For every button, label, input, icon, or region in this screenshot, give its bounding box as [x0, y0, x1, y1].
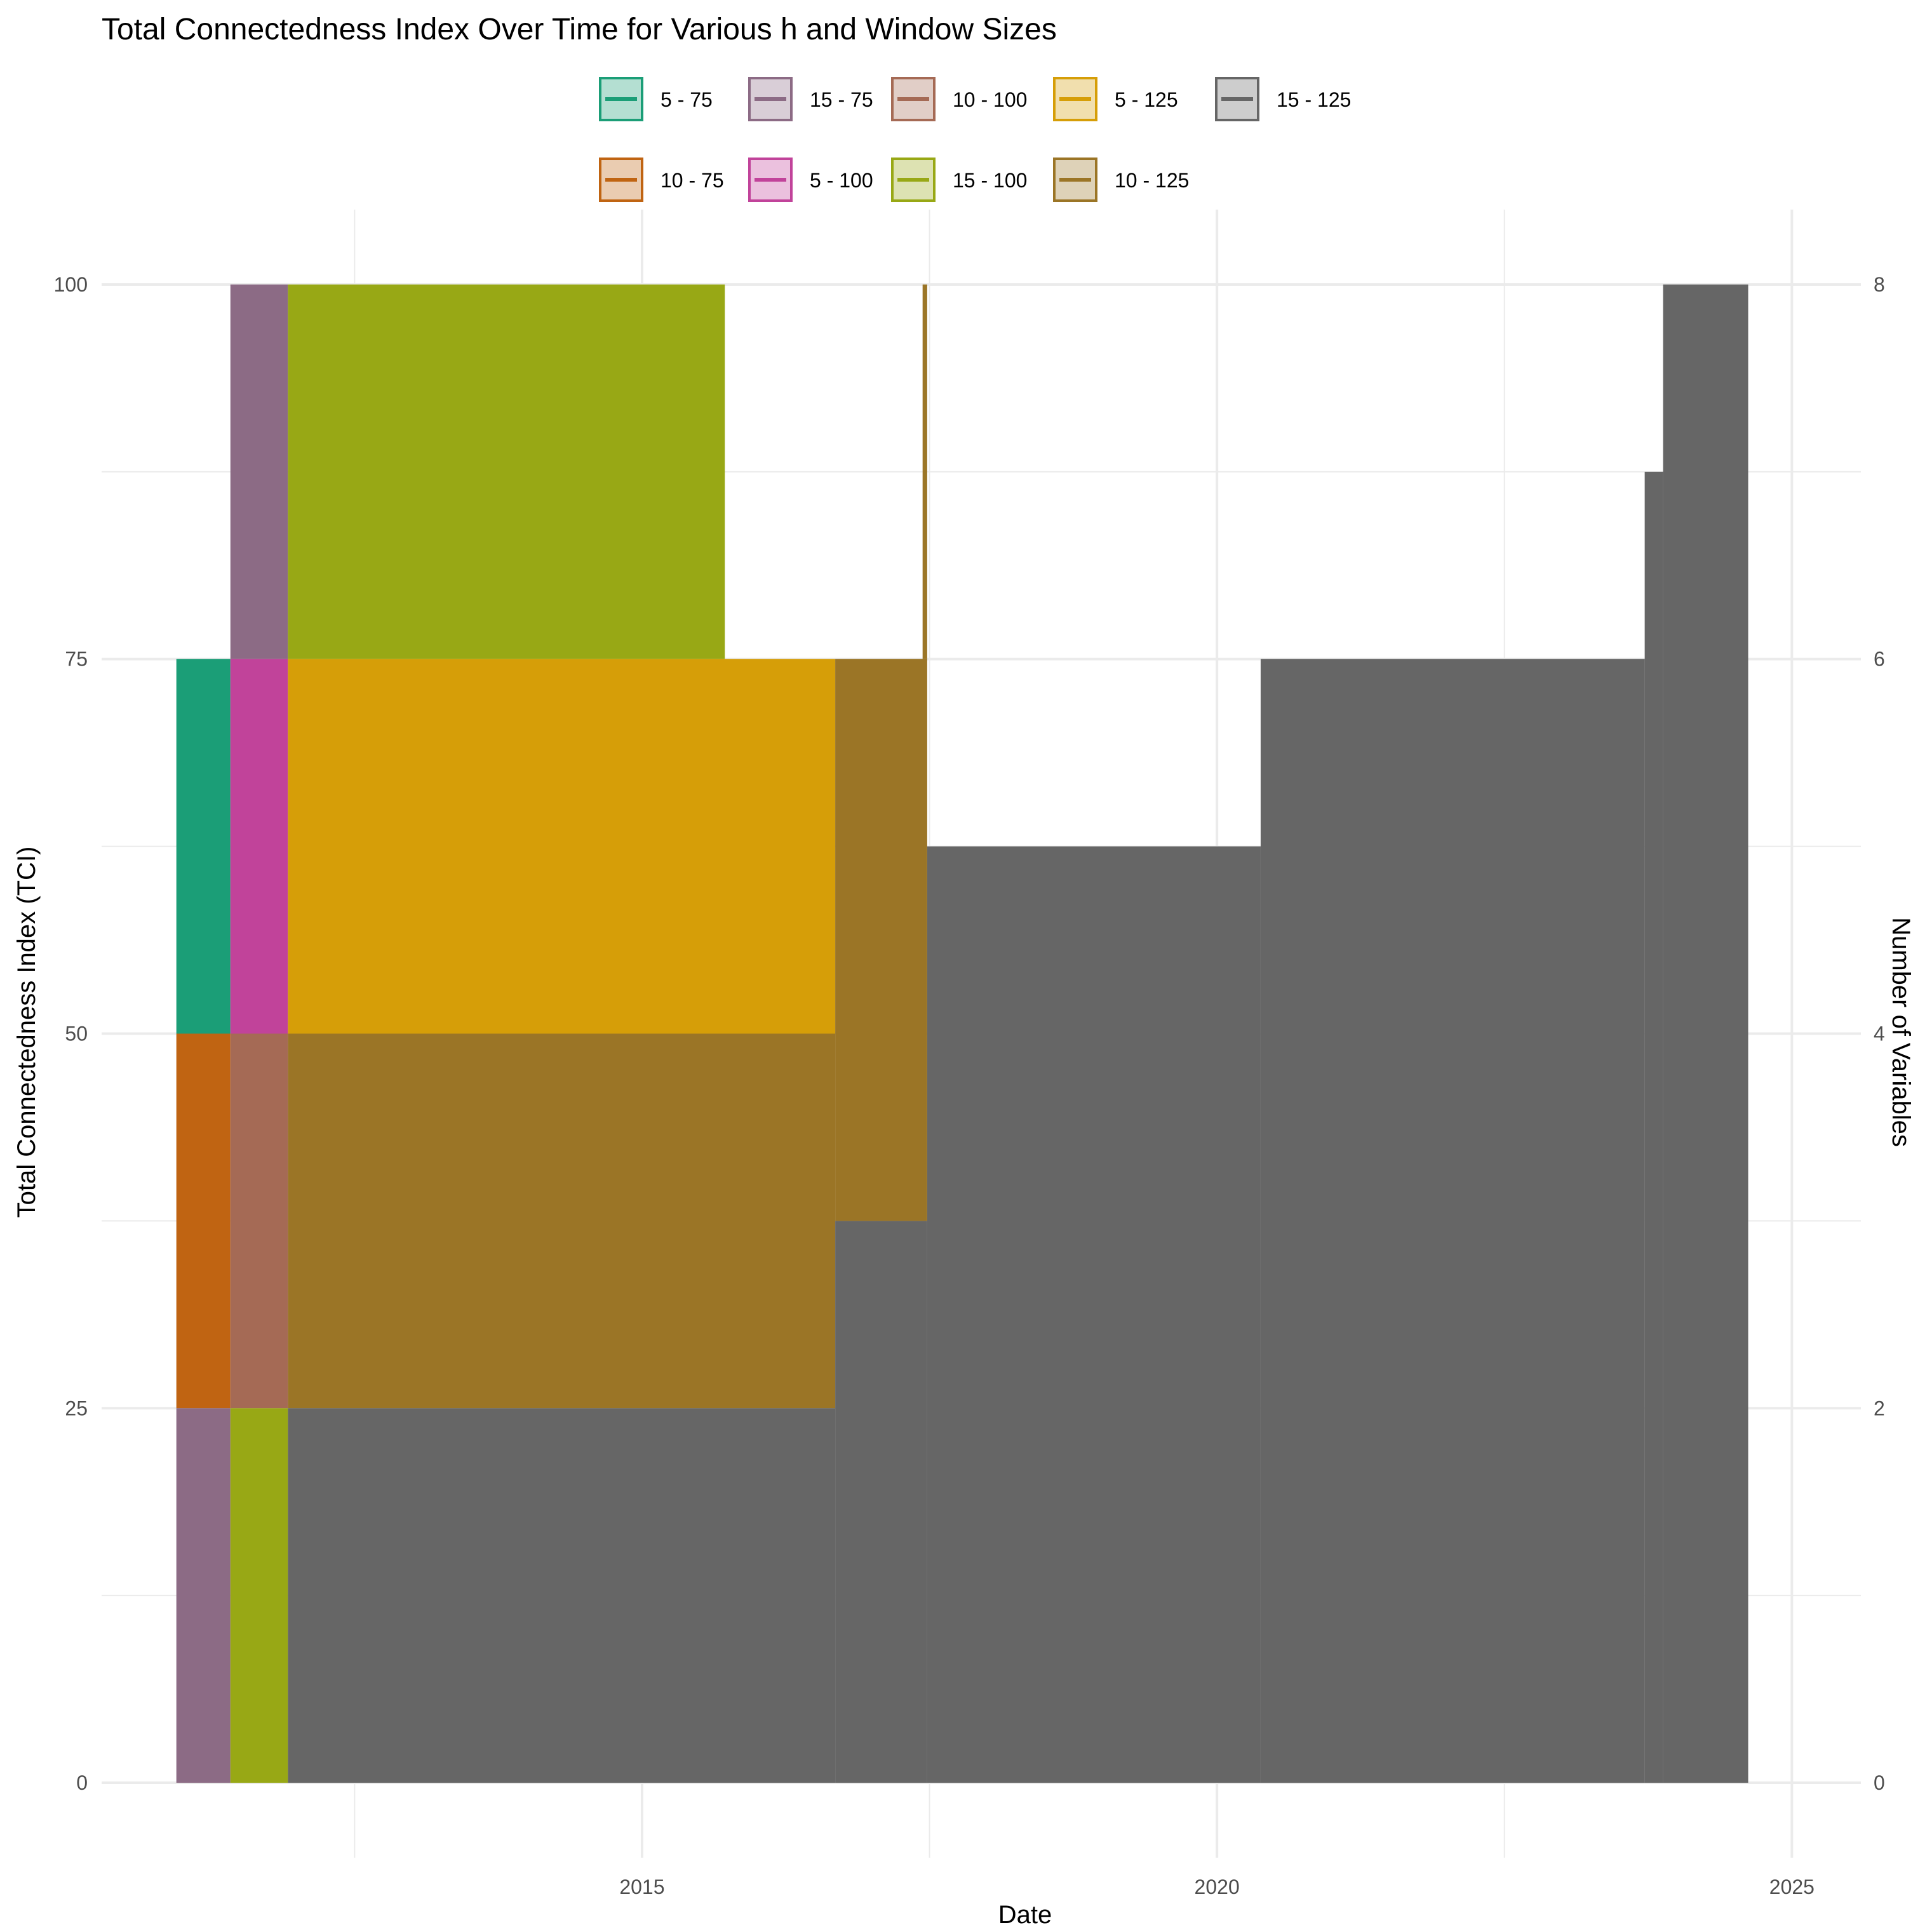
legend-item: 5 - 75: [599, 77, 713, 121]
tick-labels: 0 25 50 75 100 0 2 4 6 8 2015 2020 2025: [54, 273, 1885, 1898]
legend-item: 10 - 125: [1053, 158, 1189, 202]
series-block-15-100: [288, 284, 725, 659]
series-block-15-125: [1644, 471, 1663, 1783]
y-tick-label: 50: [65, 1023, 88, 1045]
y2-tick-label: 4: [1874, 1023, 1885, 1045]
legend-label: 10 - 100: [953, 88, 1027, 111]
legend-label: 15 - 125: [1277, 88, 1351, 111]
series-block-15-100: [230, 1408, 288, 1783]
y-tick-label: 25: [65, 1397, 88, 1419]
series-block-15-125: [1260, 659, 1645, 1783]
series-block-15-125: [835, 1221, 927, 1783]
y2-tick-label: 2: [1874, 1397, 1885, 1419]
series-block-15-75: [176, 1408, 231, 1783]
chart-title: Total Connectedness Index Over Time for …: [102, 13, 1057, 46]
series-block-15-125: [1663, 284, 1748, 1783]
series-block-15-75: [230, 284, 288, 659]
series-block-10-75: [176, 1033, 231, 1409]
series-block-10-125: [922, 284, 927, 659]
x-tick-label: 2015: [619, 1875, 664, 1898]
y-tick-label: 75: [65, 648, 88, 671]
legend-label: 15 - 100: [953, 169, 1027, 192]
x-tick-label: 2025: [1769, 1875, 1815, 1898]
series-block-10-125: [835, 659, 927, 1221]
legend-label: 5 - 75: [661, 88, 713, 111]
series-block-15-125: [927, 846, 1261, 1783]
x-tick-label: 2020: [1195, 1875, 1240, 1898]
legend-item: 15 - 100: [891, 158, 1027, 202]
legend-label: 15 - 75: [810, 88, 873, 111]
legend-item: 5 - 100: [748, 158, 873, 202]
y-tick-label: 100: [54, 273, 88, 296]
secondary-y-axis-title: Number of Variables: [1887, 917, 1915, 1147]
data-marks: [176, 284, 1748, 1783]
legend-item: 15 - 125: [1215, 77, 1351, 121]
x-axis-title: Date: [998, 1901, 1052, 1929]
legend-label: 10 - 75: [661, 169, 724, 192]
y2-tick-label: 0: [1874, 1771, 1885, 1794]
legend-item: 10 - 100: [891, 77, 1027, 121]
legend: 5 - 75 10 - 75 15 - 75 5 - 100 10 - 100 15 - …: [599, 77, 1351, 202]
y-axis-title: Total Connectedness Index (TCI): [13, 847, 41, 1218]
legend-label: 10 - 125: [1115, 169, 1189, 192]
y-tick-label: 0: [76, 1771, 88, 1794]
series-block-10-100: [230, 1033, 288, 1409]
series-block-5-125: [288, 659, 836, 1034]
legend-item: 10 - 75: [599, 158, 724, 202]
legend-label: 5 - 100: [810, 169, 873, 192]
series-block-10-125: [288, 1033, 836, 1409]
legend-item: 15 - 75: [748, 77, 873, 121]
y2-tick-label: 8: [1874, 273, 1885, 296]
legend-item: 5 - 125: [1053, 77, 1178, 121]
series-block-5-100: [230, 659, 288, 1034]
series-block-15-125: [288, 1408, 836, 1783]
series-block-5-75: [176, 659, 231, 1034]
y2-tick-label: 6: [1874, 648, 1885, 671]
legend-label: 5 - 125: [1115, 88, 1178, 111]
